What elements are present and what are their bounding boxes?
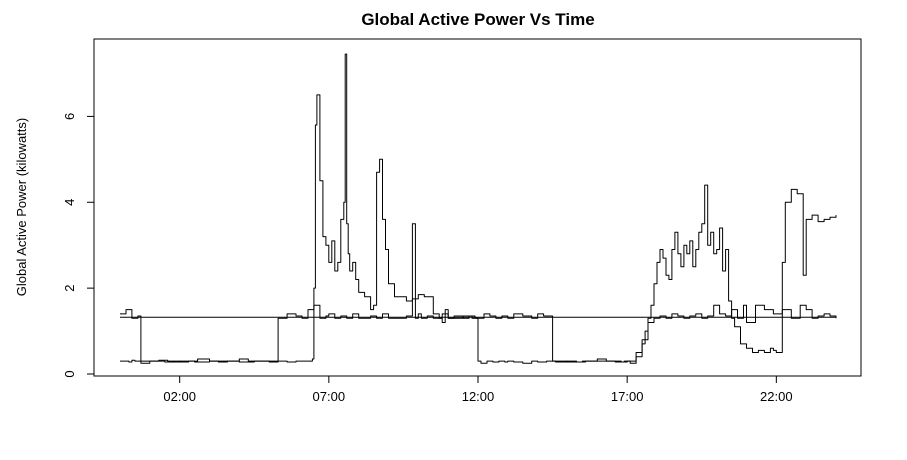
series-line-2 <box>120 223 837 363</box>
x-tick-label: 02:00 <box>163 389 196 404</box>
x-axis: 02:00 07:00 12:00 17:00 22:00 <box>163 375 793 404</box>
x-tick-label: 07:00 <box>313 389 346 404</box>
series-line-1 <box>120 53 837 364</box>
x-tick-label: 22:00 <box>760 389 793 404</box>
y-tick-label: 6 <box>62 113 77 120</box>
y-axis-label: Global Active Power (kilowatts) <box>14 118 29 296</box>
plot-area <box>120 53 837 364</box>
chart-title: Global Active Power Vs Time <box>361 10 594 29</box>
x-tick-label: 12:00 <box>462 389 495 404</box>
y-axis: 0 2 4 6 <box>62 113 95 378</box>
y-tick-label: 2 <box>62 285 77 292</box>
x-tick-label: 17:00 <box>611 389 644 404</box>
y-tick-label: 0 <box>62 370 77 377</box>
y-tick-label: 4 <box>62 199 77 206</box>
